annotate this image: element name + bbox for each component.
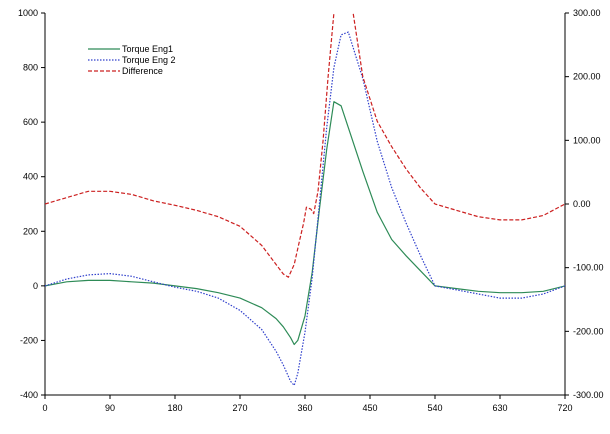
y-tick-label-right: -300.00 [573,390,604,400]
y-tick-label-left: -400 [20,390,38,400]
x-tick-label: 540 [427,403,442,413]
y-tick-label-left: 200 [23,226,38,236]
x-tick-label: 0 [42,403,47,413]
series-line-3 [45,13,565,278]
x-tick-label: 180 [167,403,182,413]
y-tick-label-left: 800 [23,63,38,73]
x-tick-label: 720 [557,403,572,413]
series-line-2 [45,31,565,386]
series-line-1 [45,101,565,346]
x-tick-label: 360 [297,403,312,413]
y-tick-label-left: 600 [23,117,38,127]
y-tick-label-right: 100.00 [573,135,601,145]
legend-label: Torque Eng 2 [122,55,176,65]
y-tick-label-right: -200.00 [573,326,604,336]
y-tick-label-left: 1000 [18,8,38,18]
x-tick-label: 450 [362,403,377,413]
axes: 0 90 180 270 360 450 540 630 720 -400 -200 0 200 400 6… [18,8,604,413]
y-tick-label-right: 200.00 [573,72,601,82]
x-tick-label: 270 [232,403,247,413]
y-tick-label-left: 400 [23,172,38,182]
legend-label: Torque Eng1 [122,44,173,54]
y-tick-label-left: 0 [33,281,38,291]
x-tick-label: 630 [492,403,507,413]
y-tick-label-right: 300.00 [573,8,601,18]
y-tick-label-left: -200 [20,335,38,345]
y-tick-label-right: 0.00 [573,199,591,209]
x-tick-label: 90 [105,403,115,413]
y-tick-label-right: -100.00 [573,263,604,273]
plot-lines [45,13,565,386]
legend-label: Difference [122,66,163,76]
